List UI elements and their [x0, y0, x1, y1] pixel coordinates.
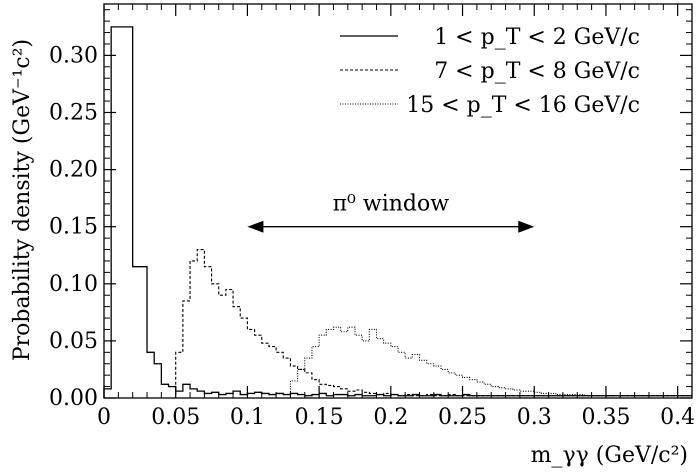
- annotation-arrow-head-right: [518, 220, 535, 233]
- y-axis-title: Probability density (GeV⁻¹c²): [10, 39, 35, 361]
- x-tick-label: 0.1: [230, 405, 265, 430]
- x-tick-label: 0.05: [151, 405, 200, 430]
- y-tick-label: 0.25: [49, 100, 98, 125]
- axes: 0 0.05 0.1 0.15 0.2 0.25 0.3 0.35 0.4 0.00 0.05 0.1…: [49, 3, 695, 430]
- x-tick-label: 0: [97, 405, 111, 430]
- x-tick-label: 0.35: [581, 405, 630, 430]
- plot-frame: [103, 3, 693, 399]
- annotation-label: π⁰ window: [333, 192, 450, 217]
- legend: 1 < p_T < 2 GeV/c 7 < p_T < 8 GeV/c 15 < p…: [340, 25, 640, 118]
- x-tick-label: 0.4: [660, 405, 695, 430]
- x-tick-label: 0.25: [438, 405, 487, 430]
- x-tick-label: 0.2: [373, 405, 408, 430]
- legend-label-2: 7 < p_T < 8 GeV/c: [434, 59, 640, 84]
- x-tick-label: 0.3: [517, 405, 552, 430]
- legend-label-1: 1 < p_T < 2 GeV/c: [434, 25, 640, 50]
- x-tick-label: 0.15: [295, 405, 344, 430]
- y-tick-label: 0.15: [49, 215, 98, 240]
- y-tick-label: 0.05: [49, 329, 98, 354]
- y-tick-label: 0.20: [49, 158, 98, 183]
- annotations: π⁰ window: [247, 192, 535, 233]
- legend-label-3: 15 < p_T < 16 GeV/c: [406, 93, 640, 118]
- annotation-arrow-head-left: [247, 220, 264, 233]
- y-tick-label: 0.10: [49, 272, 98, 297]
- series-line-2: [104, 248, 692, 399]
- x-axis-title: m_γγ (GeV/c²): [531, 443, 688, 468]
- y-tick-label: 0.00: [49, 386, 98, 411]
- y-tick-label: 0.30: [49, 43, 98, 68]
- series-line-3: [104, 326, 692, 399]
